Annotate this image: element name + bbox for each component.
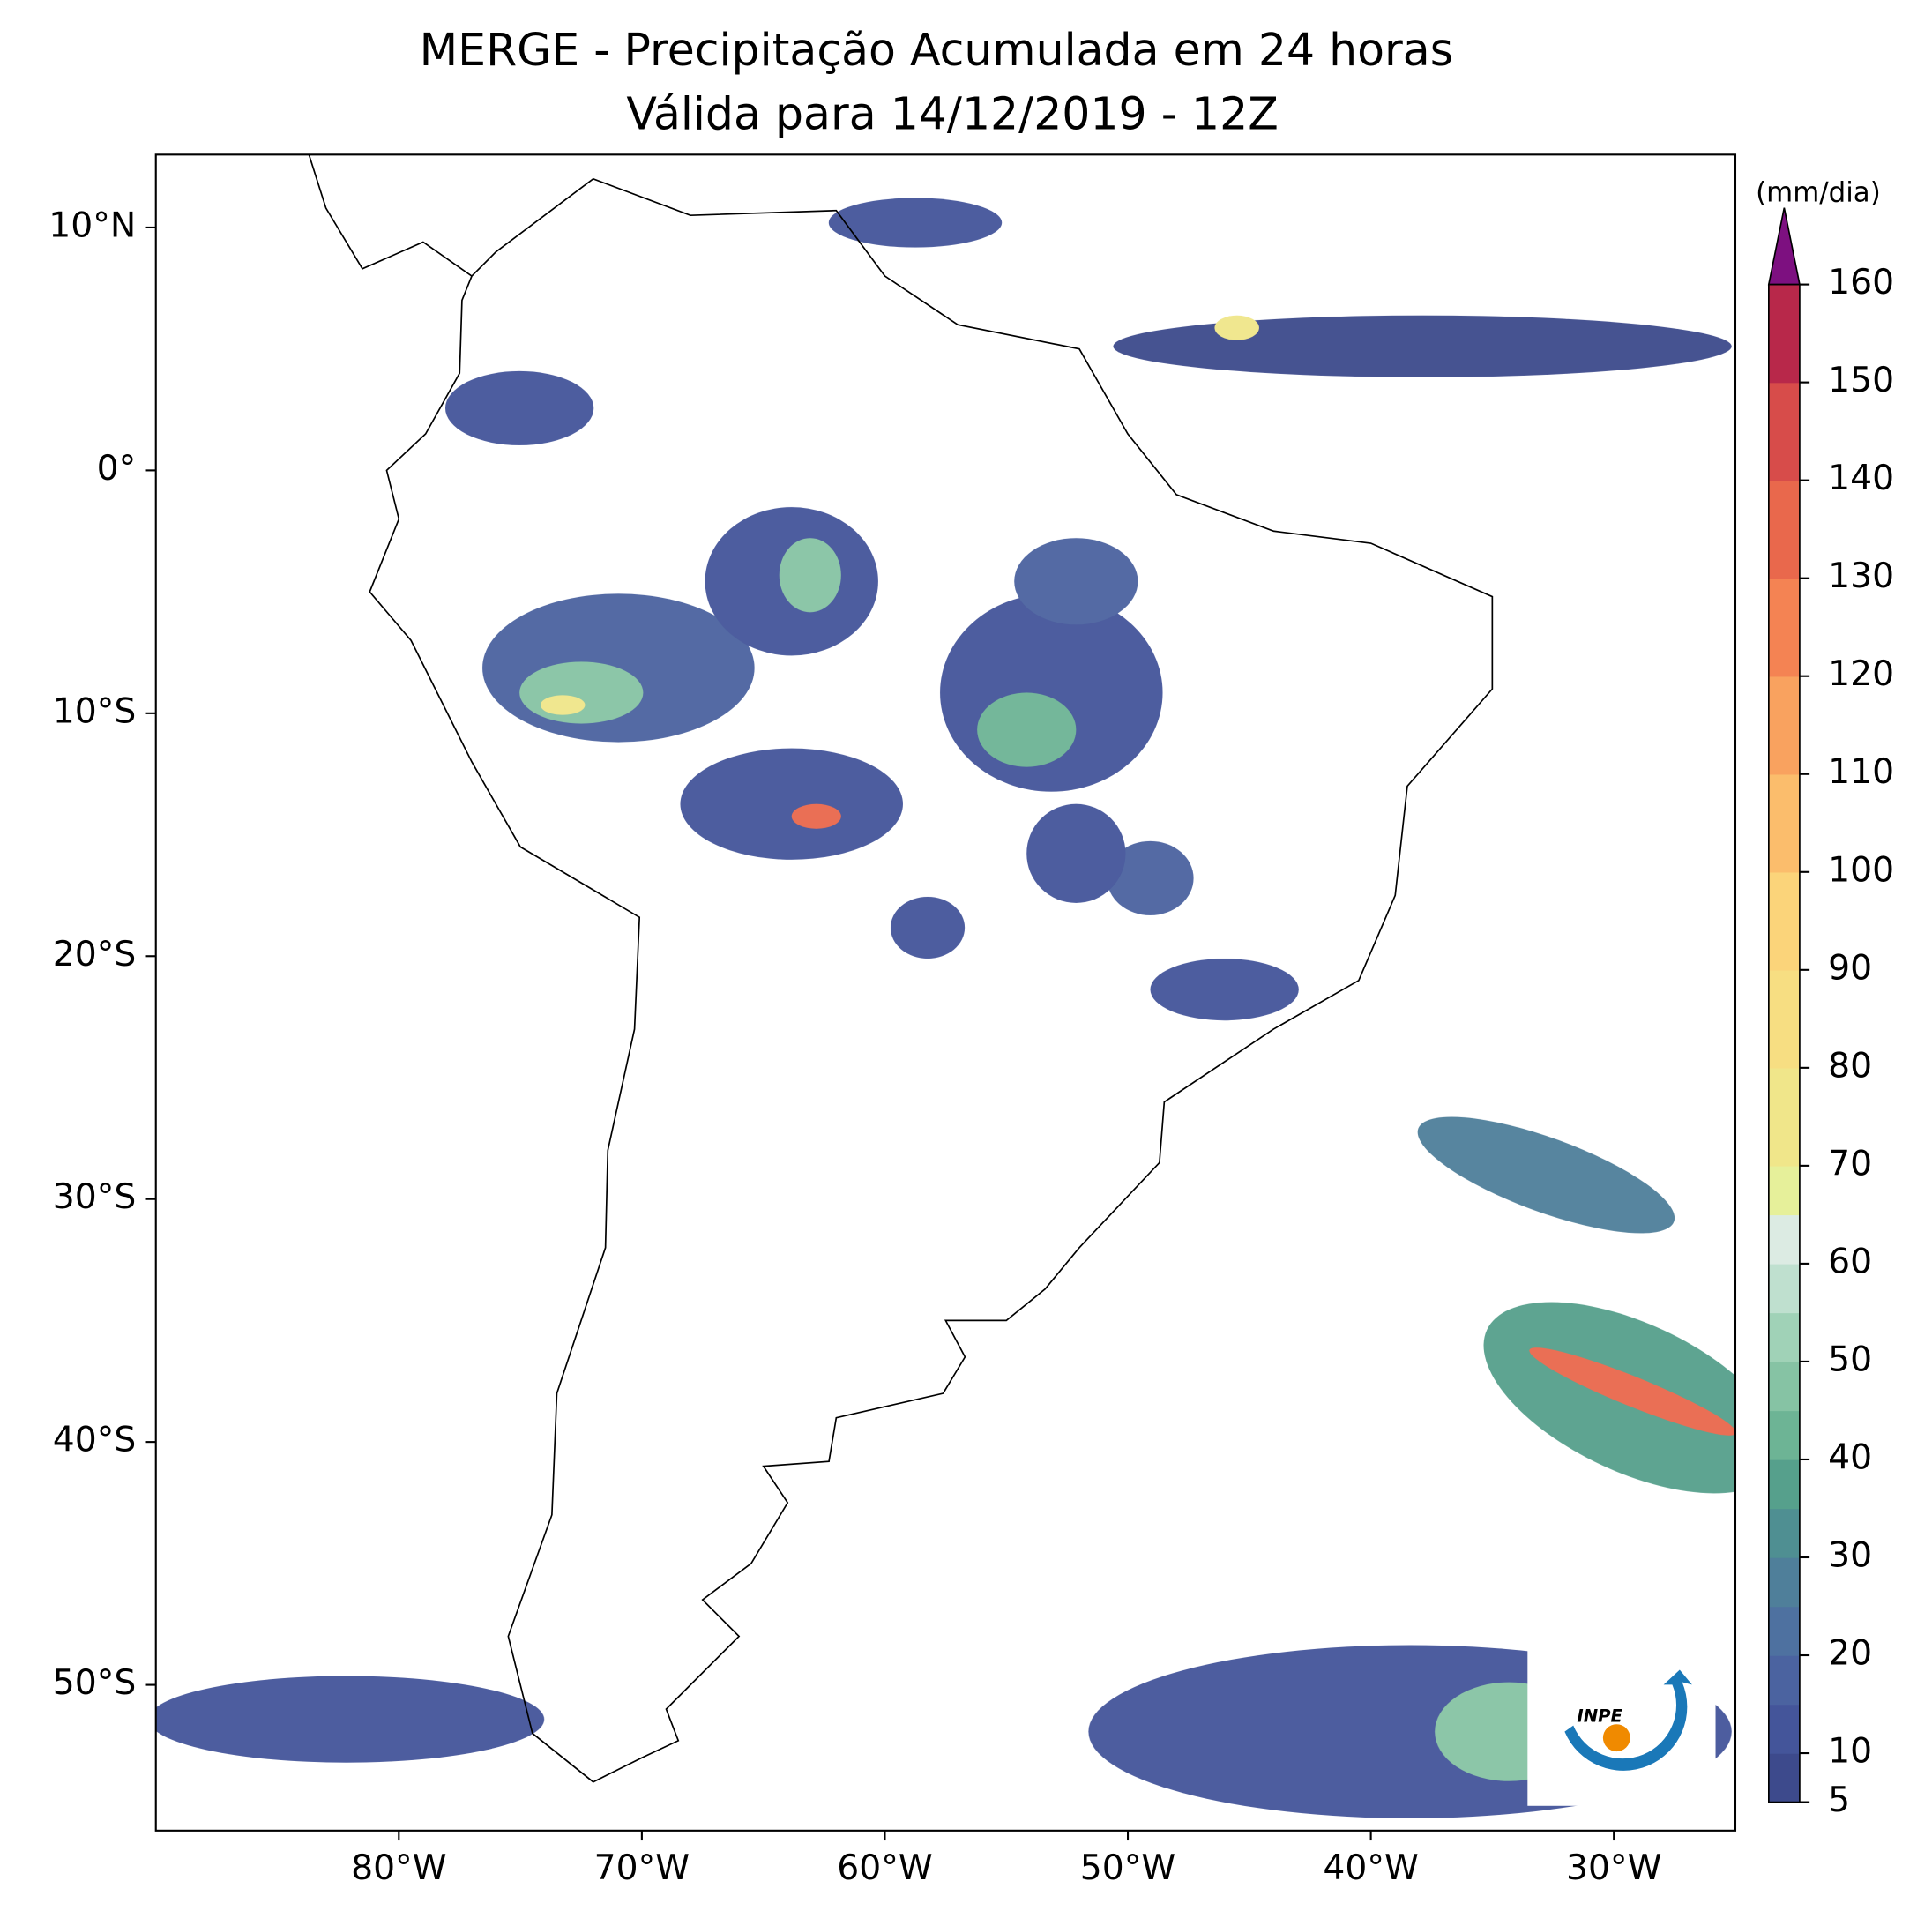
- colorbar-band: [1768, 871, 1800, 971]
- map-frame: [154, 153, 1737, 1832]
- colorbar-tick-label: 100: [1828, 850, 1894, 890]
- colorbar-band: [1768, 1459, 1800, 1510]
- colorbar-band: [1768, 1067, 1800, 1167]
- colorbar-tick-label: 50: [1828, 1340, 1872, 1379]
- colorbar-tick-label: 80: [1828, 1046, 1872, 1086]
- colorbar-band: [1768, 676, 1800, 775]
- colorbar-tick-label: 120: [1828, 654, 1894, 694]
- x-tick-label: 40°W: [1323, 1848, 1418, 1888]
- y-tick-label: 40°S: [53, 1421, 137, 1460]
- y-tick-label: 10°N: [48, 205, 136, 245]
- colorbar-band: [1768, 382, 1800, 481]
- colorbar-tick-label: 70: [1828, 1144, 1872, 1183]
- logo-text: INPE: [1577, 1706, 1622, 1726]
- x-tick-label: 70°W: [594, 1848, 690, 1888]
- y-tick-label: 50°S: [53, 1663, 137, 1703]
- colorbar-tick-label: 140: [1828, 459, 1894, 498]
- y-tick-label: 0°: [97, 449, 137, 489]
- coastline: [308, 154, 1494, 1783]
- colorbar-tick-label: 110: [1828, 752, 1894, 792]
- colorbar-band: [1768, 1606, 1800, 1656]
- colorbar-band: [1768, 1312, 1800, 1362]
- colorbar-band: [1768, 1655, 1800, 1706]
- colorbar-band: [1768, 1263, 1800, 1314]
- logo-arc: [1564, 1669, 1692, 1771]
- colorbar-band: [1768, 1556, 1800, 1608]
- colorbar-tick-label: 5: [1828, 1780, 1850, 1820]
- y-tick-label: 10°S: [53, 691, 137, 731]
- colorbar-band: [1768, 1410, 1800, 1460]
- logo-dot: [1602, 1724, 1630, 1752]
- colorbar-band: [1768, 578, 1800, 677]
- x-tick-label: 80°W: [351, 1848, 446, 1888]
- colorbar-tick-label: 160: [1828, 263, 1894, 302]
- colorbar-extend: [1767, 207, 1801, 286]
- colorbar-tick-label: 150: [1828, 361, 1894, 400]
- colorbar-band: [1768, 1753, 1800, 1803]
- colorbar-tick-label: 30: [1828, 1535, 1872, 1575]
- colorbar-band: [1768, 480, 1800, 579]
- precipitation: [155, 198, 1735, 1818]
- colorbar-band: [1768, 1704, 1800, 1754]
- y-tick-label: 30°S: [53, 1177, 137, 1217]
- colorbar-band: [1768, 1361, 1800, 1412]
- colorbar-band: [1768, 969, 1800, 1069]
- subtitle: Válida para 14/12/2019 - 12Z: [626, 88, 1278, 140]
- colorbar-band: [1768, 284, 1800, 384]
- colorbar-tick-label: 90: [1828, 948, 1872, 988]
- colorbar-tick-label: 10: [1828, 1732, 1872, 1772]
- colorbar-tick-label: 130: [1828, 556, 1894, 596]
- colorbar-band: [1768, 773, 1800, 873]
- y-tick-label: 20°S: [53, 935, 137, 974]
- x-tick-label: 50°W: [1080, 1848, 1175, 1888]
- colorbar-label: (mm/dia): [1756, 177, 1881, 209]
- colorbar-tick-label: 60: [1828, 1242, 1872, 1281]
- x-tick-label: 60°W: [837, 1848, 932, 1888]
- logo: INPE: [1527, 1623, 1716, 1806]
- colorbar-tick-label: 20: [1828, 1634, 1872, 1674]
- title: MERGE - Precipitação Acumulada em 24 hor…: [420, 24, 1453, 76]
- x-tick-label: 30°W: [1566, 1848, 1661, 1888]
- map-area: [155, 154, 1735, 1818]
- colorbar-frame: [1768, 283, 1801, 1803]
- colorbar-band: [1768, 1165, 1800, 1216]
- colorbar-tick-label: 40: [1828, 1437, 1872, 1477]
- colorbar-band: [1768, 1214, 1800, 1265]
- colorbar-band: [1768, 1508, 1800, 1558]
